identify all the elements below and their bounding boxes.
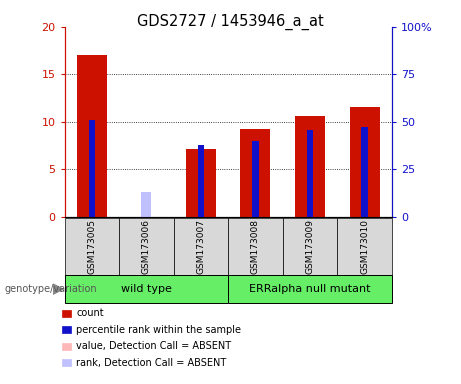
Text: GDS2727 / 1453946_a_at: GDS2727 / 1453946_a_at: [137, 13, 324, 30]
Text: GSM173010: GSM173010: [360, 218, 369, 274]
Polygon shape: [53, 284, 63, 294]
Bar: [361, 127, 368, 217]
Text: rank, Detection Call = ABSENT: rank, Detection Call = ABSENT: [76, 358, 226, 368]
Bar: [77, 55, 107, 217]
Text: GSM173006: GSM173006: [142, 218, 151, 274]
Bar: [89, 120, 95, 217]
FancyBboxPatch shape: [65, 218, 119, 275]
Bar: [142, 207, 151, 217]
Text: value, Detection Call = ABSENT: value, Detection Call = ABSENT: [76, 341, 231, 351]
Text: ERRalpha null mutant: ERRalpha null mutant: [249, 284, 371, 294]
Bar: [295, 116, 325, 217]
FancyBboxPatch shape: [337, 218, 392, 275]
FancyBboxPatch shape: [228, 275, 392, 303]
Text: GSM173008: GSM173008: [251, 218, 260, 274]
Text: wild type: wild type: [121, 284, 172, 294]
Text: percentile rank within the sample: percentile rank within the sample: [76, 325, 241, 335]
FancyBboxPatch shape: [119, 218, 174, 275]
Bar: [307, 131, 313, 217]
FancyBboxPatch shape: [174, 218, 228, 275]
Text: genotype/variation: genotype/variation: [5, 284, 97, 294]
Text: count: count: [76, 308, 104, 318]
Text: GSM173009: GSM173009: [306, 218, 314, 274]
Bar: [142, 192, 151, 217]
FancyBboxPatch shape: [65, 275, 228, 303]
FancyBboxPatch shape: [228, 218, 283, 275]
Text: GSM173007: GSM173007: [196, 218, 206, 274]
Text: GSM173005: GSM173005: [87, 218, 96, 274]
Bar: [349, 107, 379, 217]
Bar: [186, 149, 216, 217]
Bar: [198, 145, 204, 217]
FancyBboxPatch shape: [283, 218, 337, 275]
Bar: [252, 141, 259, 217]
Bar: [241, 129, 271, 217]
